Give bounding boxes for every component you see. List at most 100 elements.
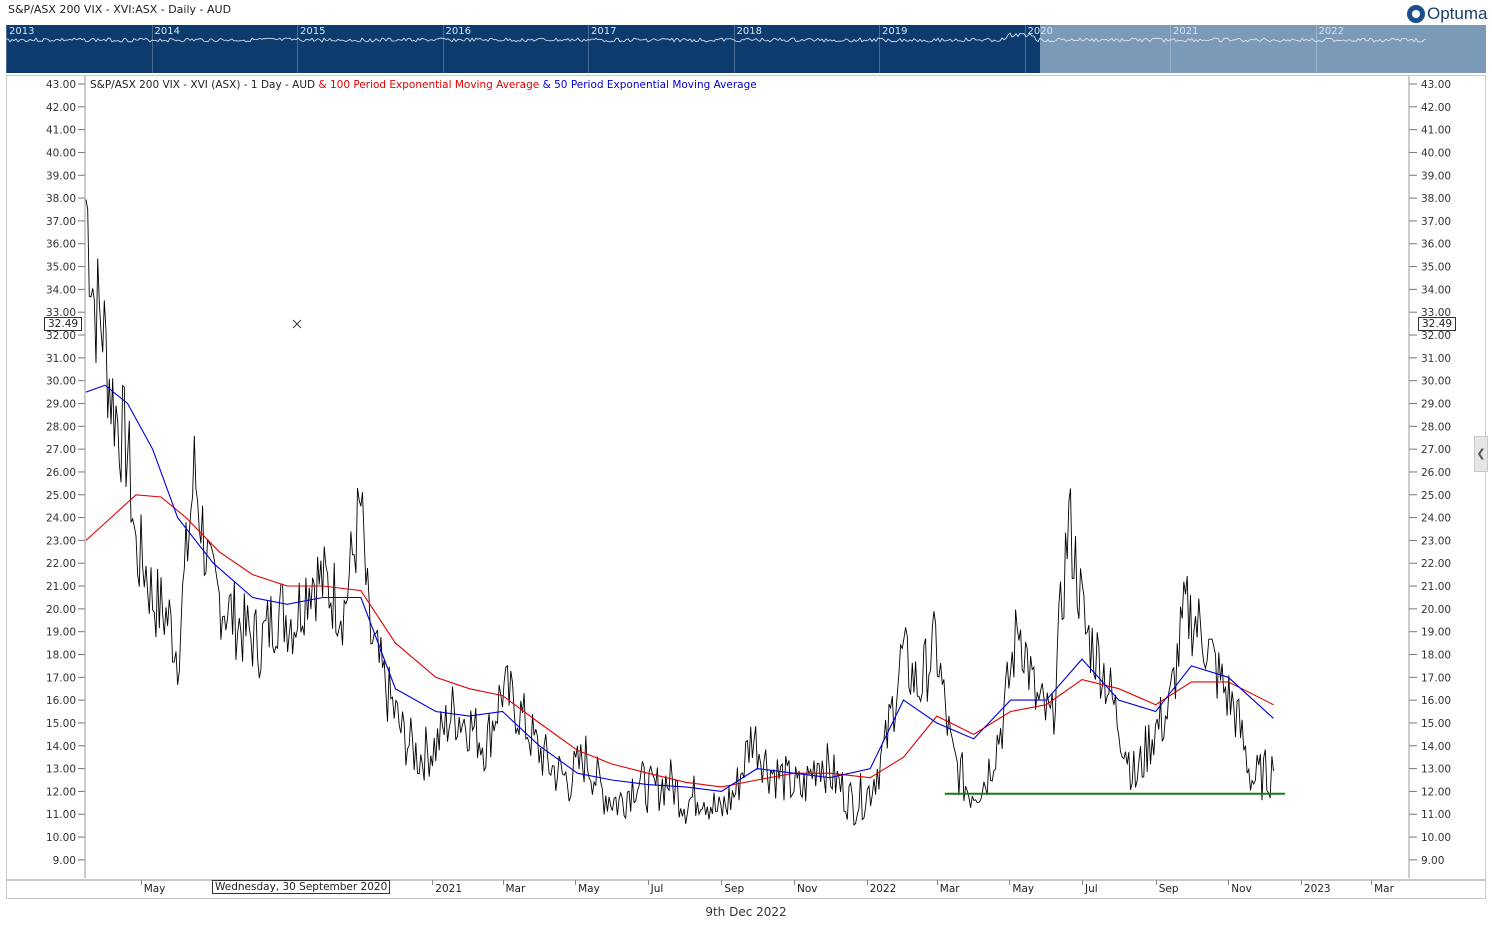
- y-tick-right-23: 20.00: [1421, 604, 1451, 616]
- navigator-year-2019: 2019: [882, 26, 908, 37]
- y-tick-right-11: 32.00: [1421, 330, 1451, 342]
- x-tickmark: [1300, 880, 1302, 885]
- y-tick-left-0: 43.00: [46, 79, 76, 91]
- navigator-year-2017: 2017: [591, 26, 617, 37]
- series-1: [85, 494, 1274, 788]
- x-tick-label-14: Sep: [1158, 883, 1179, 895]
- y-tick-right-29: 14.00: [1421, 741, 1451, 753]
- x-tickmark: [502, 880, 504, 885]
- legend-ema50: & 50 Period Exponential Moving Average: [542, 79, 757, 91]
- y-tick-right-24: 19.00: [1421, 627, 1451, 639]
- y-tick-left-21: 22.00: [46, 558, 76, 570]
- chart-area[interactable]: [6, 75, 1486, 881]
- navigator-year-2021: 2021: [1173, 26, 1199, 37]
- y-tick-left-8: 35.00: [46, 262, 76, 274]
- y-tick-left-17: 26.00: [46, 467, 76, 479]
- x-tickmark: [647, 880, 649, 885]
- x-tick-label-8: Sep: [724, 883, 745, 895]
- y-tick-left-30: 13.00: [46, 764, 76, 776]
- x-tick-label-4: 2021: [435, 883, 463, 895]
- crosshair-marker-icon: [292, 319, 302, 329]
- x-tickmark: [1371, 880, 1373, 885]
- y-tick-left-28: 15.00: [46, 718, 76, 730]
- navigator-year-divider: [879, 25, 880, 73]
- x-tickmark: [866, 880, 868, 885]
- y-axis-left: 43.00 42.00 41.00 40.00 39.00 38.00 37.00 36.00…: [46, 76, 86, 878]
- y-tick-left-25: 18.00: [46, 650, 76, 662]
- y-tick-right-17: 26.00: [1421, 467, 1451, 479]
- y-tick-right-18: 25.00: [1421, 490, 1451, 502]
- x-tick-label-17: Mar: [1374, 883, 1394, 895]
- x-tickmark: [1228, 880, 1230, 885]
- footer-date: 9th Dec 2022: [705, 905, 787, 919]
- y-tick-right-13: 30.00: [1421, 376, 1451, 388]
- y-tick-left-9: 34.00: [46, 284, 76, 296]
- y-tick-left-14: 29.00: [46, 398, 76, 410]
- price-marker-right: 32.49: [1418, 317, 1457, 331]
- x-tick-label-12: May: [1012, 883, 1035, 895]
- y-tick-right-8: 35.00: [1421, 262, 1451, 274]
- y-tick-right-32: 11.00: [1421, 809, 1451, 821]
- y-tick-right-20: 23.00: [1421, 535, 1451, 547]
- y-tick-left-19: 24.00: [46, 513, 76, 525]
- series-0: [85, 199, 1274, 826]
- y-tick-left-20: 23.00: [46, 535, 76, 547]
- chart-legend: S&P/ASX 200 VIX - XVI (ASX) - 1 Day - AU…: [90, 79, 757, 91]
- y-tick-right-27: 16.00: [1421, 695, 1451, 707]
- y-tick-left-4: 39.00: [46, 170, 76, 182]
- navigator-year-2015: 2015: [300, 26, 326, 37]
- x-tick-label-0: May: [143, 883, 166, 895]
- navigator-year-2022: 2022: [1318, 26, 1344, 37]
- y-tick-right-12: 31.00: [1421, 353, 1451, 365]
- navigator-year-divider: [733, 25, 735, 73]
- navigator-year-divider: [1170, 25, 1171, 73]
- time-navigator[interactable]: 2013 2014 2015 2016 2017 2018 2019 2020 2021 2022: [6, 25, 1486, 73]
- y-tick-right-14: 29.00: [1421, 398, 1451, 410]
- y-tick-left-18: 25.00: [46, 490, 76, 502]
- navigator-selection[interactable]: [1040, 25, 1486, 73]
- y-tick-right-34: 9.00: [1421, 855, 1444, 867]
- price-marker-left: 32.49: [44, 317, 83, 331]
- x-tick-label-13: Jul: [1085, 883, 1098, 895]
- x-tickmark: [936, 880, 938, 885]
- navigator-year-divider: [151, 25, 153, 73]
- navigator-year-divider: [442, 25, 444, 73]
- x-tick-label-15: Nov: [1231, 883, 1252, 895]
- y-tick-left-7: 36.00: [46, 239, 76, 251]
- y-tick-right-15: 28.00: [1421, 421, 1451, 433]
- y-tick-left-12: 31.00: [46, 353, 76, 365]
- logo-text: Optuma: [1427, 4, 1488, 23]
- y-tick-left-5: 38.00: [46, 193, 76, 205]
- navigator-year-divider: [297, 25, 298, 73]
- y-tick-left-13: 30.00: [46, 376, 76, 388]
- series-line-price: [85, 199, 1274, 826]
- series-line-ema-1: [85, 494, 1274, 788]
- x-tick-label-16: 2023: [1303, 883, 1331, 895]
- navigator-year-2020: 2020: [1027, 26, 1053, 37]
- collapse-panel-button[interactable]: ❮: [1474, 436, 1488, 472]
- x-tick-label-5: Mar: [505, 883, 526, 895]
- y-tick-right-26: 17.00: [1421, 672, 1451, 684]
- navigator-year-divider: [6, 25, 7, 73]
- x-tickmark: [1155, 880, 1157, 885]
- y-tick-right-19: 24.00: [1421, 513, 1451, 525]
- x-tick-label-11: Mar: [939, 883, 960, 895]
- x-tick-label-7: Jul: [650, 883, 664, 895]
- navigator-year-2014: 2014: [154, 26, 180, 37]
- y-tick-left-23: 20.00: [46, 604, 76, 616]
- optuma-logo: Optuma: [1407, 3, 1487, 25]
- y-tick-right-4: 39.00: [1421, 170, 1451, 182]
- navigator-year-2018: 2018: [736, 26, 762, 37]
- x-axis-bar[interactable]: [6, 879, 1486, 899]
- y-tick-left-34: 9.00: [53, 855, 76, 867]
- x-tickmark: [1082, 880, 1083, 885]
- y-tick-right-22: 21.00: [1421, 581, 1451, 593]
- series-2: [85, 384, 1274, 792]
- y-tick-right-16: 27.00: [1421, 444, 1451, 456]
- y-tick-right-9: 34.00: [1421, 284, 1451, 296]
- y-tick-left-16: 27.00: [46, 444, 76, 456]
- y-tick-left-33: 10.00: [46, 832, 76, 844]
- y-tick-left-3: 40.00: [46, 147, 76, 159]
- x-tick-label-10: 2022: [869, 883, 897, 895]
